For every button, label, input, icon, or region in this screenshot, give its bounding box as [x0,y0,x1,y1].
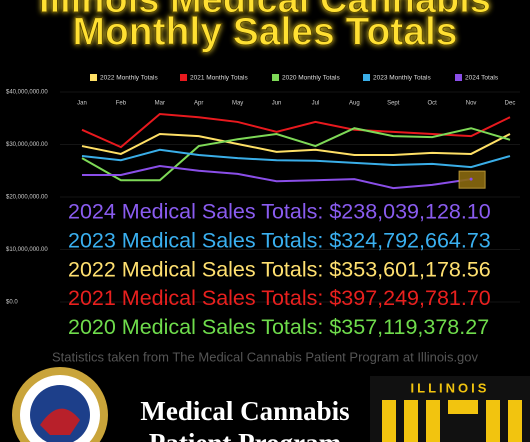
series-line [81,148,511,169]
x-tick-label: Nov [466,101,477,107]
y-tick-label: $30,000,000.00 [6,142,48,148]
logo-text: ILLINOIS [411,380,490,395]
program-name: Medical Cannabis [140,396,349,426]
legend-label: 2022 Monthly Totals [100,75,158,82]
legend-label: 2020 Monthly Totals [282,75,340,82]
y-tick-label: $10,000,000.00 [6,247,48,253]
total-annotation: 2023 Medical Sales Totals: $324,792,664.… [68,228,491,252]
x-tick-label: Jun [272,101,282,107]
series-line [81,132,511,156]
source: Statistics taken from The Medical Cannab… [52,349,479,364]
legend-label: 2024 Totals [465,75,499,82]
x-tick-label: Sept [387,101,400,107]
legend-swatch [363,74,370,81]
legend-label: 2021 Monthly Totals [190,75,248,82]
total-annotation: 2022 Medical Sales Totals: $353,601,178.… [68,257,491,281]
seal [12,367,108,442]
x-tick-label: Oct [428,101,438,107]
highlight-point [469,177,473,181]
logo [370,376,530,442]
x-tick-label: Mar [155,101,165,107]
series-line [81,113,511,149]
y-tick-label: $0.0 [6,300,18,306]
x-tick-label: Dec [505,101,516,107]
x-tick-label: Aug [349,101,360,107]
y-tick-label: $40,000,000.00 [6,90,48,96]
total-annotation: 2021 Medical Sales Totals: $397,249,781.… [68,286,491,310]
series-line [82,165,472,190]
total-annotation: 2020 Medical Sales Totals: $357,119,378.… [68,315,489,339]
x-tick-label: May [232,101,243,107]
total-annotation: 2024 Medical Sales Totals: $238,039,128.… [68,200,491,224]
legend-swatch [180,74,187,81]
legend-swatch [455,74,462,81]
legend-label: 2023 Monthly Totals [373,75,431,82]
x-tick-label: Apr [194,101,203,107]
legend-swatch [272,74,279,81]
x-tick-label: Jul [312,101,320,107]
legend-swatch [90,74,97,81]
chart-title: Monthly Sales Totals [72,10,457,53]
series-line [81,127,511,182]
y-tick-label: $20,000,000.00 [6,195,48,201]
supertitle: Illinois Medical Cannabis [39,0,491,21]
x-tick-label: Feb [116,101,127,107]
x-tick-label: Jan [77,101,87,107]
program-name-2: Patient Program [149,428,342,442]
